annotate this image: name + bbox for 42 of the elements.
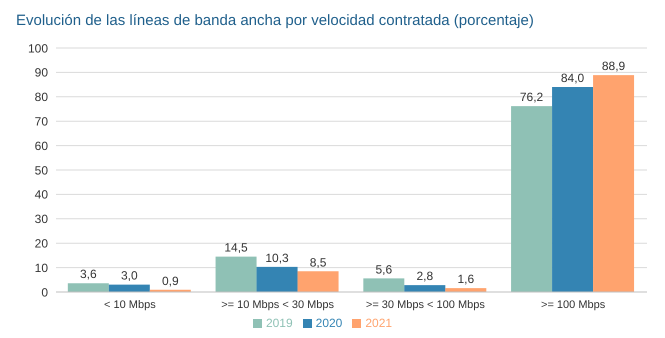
bar xyxy=(593,75,634,292)
data-label: 1,6 xyxy=(457,272,474,286)
y-tick-label: 80 xyxy=(34,90,48,104)
bar xyxy=(363,278,404,292)
data-label: 3,0 xyxy=(120,268,138,283)
y-tick-label: 40 xyxy=(34,188,48,202)
bar xyxy=(108,284,150,292)
x-tick-label: < 10 Mbps xyxy=(104,298,156,311)
data-label: 0,9 xyxy=(162,274,179,288)
legend-label: 2020 xyxy=(316,316,342,330)
bar xyxy=(552,87,594,292)
data-label: 3,6 xyxy=(80,267,97,282)
bar xyxy=(511,106,552,292)
data-label: 76,2 xyxy=(520,90,544,104)
x-tick-label: >= 100 Mbps xyxy=(541,298,606,311)
y-tick-label: 90 xyxy=(34,66,48,80)
y-tick-label: 100 xyxy=(28,41,48,56)
data-label: 84,0 xyxy=(560,71,585,86)
y-tick-label: 70 xyxy=(34,114,48,128)
data-label: 88,9 xyxy=(602,59,626,74)
y-tick-label: 50 xyxy=(34,163,48,178)
legend-label: 2019 xyxy=(266,316,293,330)
y-tick-label: 60 xyxy=(34,138,48,153)
y-tick-label: 10 xyxy=(34,260,48,275)
data-label: 14,5 xyxy=(224,240,248,255)
data-label: 2,8 xyxy=(416,269,434,284)
bar xyxy=(445,288,486,292)
y-tick-label: 0 xyxy=(41,285,48,300)
bar xyxy=(68,283,109,292)
data-label: 8,5 xyxy=(310,255,327,270)
data-label: 10,3 xyxy=(265,250,290,265)
data-label: 5,6 xyxy=(375,262,392,276)
bar xyxy=(298,271,339,292)
x-tick-label: >= 30 Mbps < 100 Mbps xyxy=(366,298,486,311)
bar xyxy=(216,256,257,292)
bar xyxy=(256,266,298,292)
x-tick-label: >= 10 Mbps < 30 Mbps xyxy=(221,298,335,311)
y-tick-label: 30 xyxy=(34,212,48,226)
legend-label: 2021 xyxy=(365,316,392,330)
y-tick-label: 20 xyxy=(34,236,48,250)
bar xyxy=(404,285,446,292)
chart-title: Evolución de las líneas de banda ancha por velocidad contratada (porcentaje) xyxy=(15,11,535,31)
